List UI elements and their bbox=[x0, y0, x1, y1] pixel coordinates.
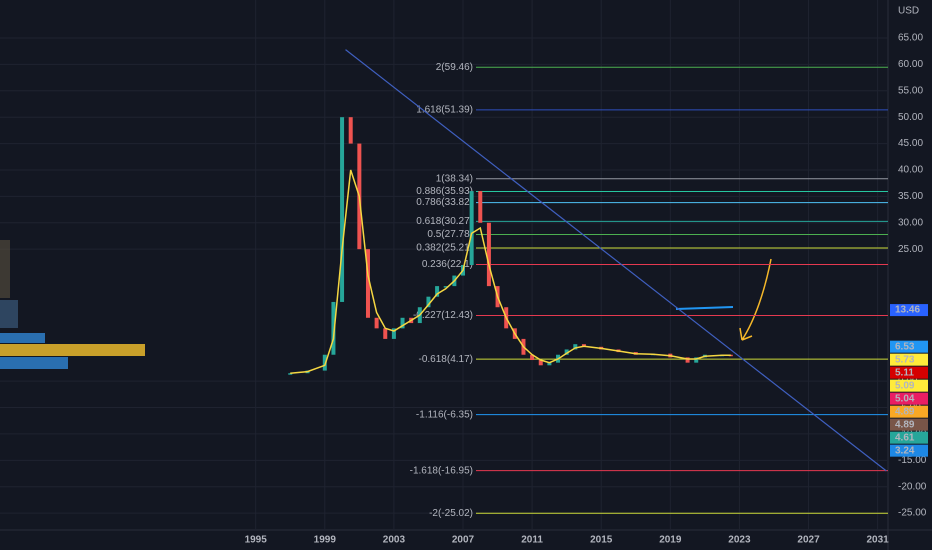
candle bbox=[365, 249, 370, 318]
x-tick-label: 2011 bbox=[521, 535, 543, 546]
price-badge-label: 13.46 bbox=[895, 305, 920, 316]
candle bbox=[547, 362, 552, 366]
volume-bar bbox=[0, 333, 45, 343]
price-badge bbox=[890, 405, 928, 418]
price-badge-label: 3.24 bbox=[895, 445, 915, 456]
price-badge bbox=[890, 444, 928, 457]
currency: USD bbox=[898, 6, 919, 17]
y-tick-label: 55.00 bbox=[898, 85, 923, 96]
x-tick-label: 1995 bbox=[245, 535, 268, 546]
y-tick-label: 60.00 bbox=[898, 59, 923, 70]
volume-bar bbox=[0, 344, 145, 356]
fib-label: -2(-25.02) bbox=[429, 508, 473, 519]
x-tick-label: 2015 bbox=[590, 535, 613, 546]
price-badge-label: 5.73 bbox=[895, 354, 915, 365]
candle bbox=[435, 286, 440, 297]
price-badge bbox=[890, 392, 928, 405]
y-tick-label: 25.00 bbox=[898, 244, 923, 255]
fib-label: 1.618(51.39) bbox=[416, 104, 473, 115]
x-tick-label: 2023 bbox=[728, 535, 751, 546]
price-badge bbox=[890, 366, 928, 379]
candle bbox=[391, 328, 396, 339]
drawn-arrow bbox=[739, 258, 772, 341]
price-badge-label: 6.53 bbox=[895, 341, 915, 352]
fib-label: 1(38.34) bbox=[436, 173, 473, 184]
price-badge-label: 5.04 bbox=[895, 393, 915, 404]
candle bbox=[469, 191, 474, 265]
candle bbox=[348, 117, 353, 144]
candle bbox=[564, 349, 569, 355]
moving-average bbox=[290, 169, 731, 374]
x-tick-label: 2019 bbox=[659, 535, 682, 546]
x-tick-label: 2027 bbox=[797, 535, 820, 546]
y-tick-label: 35.00 bbox=[898, 191, 923, 202]
fib-label: 0.618(30.27) bbox=[416, 216, 473, 227]
candle bbox=[383, 328, 388, 339]
price-badge bbox=[890, 431, 928, 444]
grid bbox=[0, 0, 888, 530]
price-badge-label: 5.09 bbox=[895, 380, 915, 391]
fib-label: -1.116(-6.35) bbox=[416, 409, 473, 420]
fib-label: 0.786(33.82) bbox=[416, 197, 473, 208]
candle bbox=[530, 354, 535, 361]
fib-label: -0.618(4.17) bbox=[419, 354, 473, 365]
candle bbox=[685, 357, 690, 363]
fib-label: -0.227(12.43) bbox=[413, 310, 473, 321]
candle bbox=[573, 344, 578, 350]
y-tick-label: 65.00 bbox=[898, 33, 923, 44]
price-badge-label: 4.61 bbox=[895, 432, 915, 443]
y-tick-label: 50.00 bbox=[898, 112, 923, 123]
candle bbox=[426, 296, 431, 308]
trendline bbox=[345, 49, 887, 472]
x-tick-label: 2031 bbox=[867, 535, 890, 546]
candle bbox=[322, 354, 327, 371]
price-badge bbox=[890, 304, 928, 317]
y-tick-label: -20.00 bbox=[898, 481, 927, 492]
price-badge bbox=[890, 418, 928, 431]
price-badge-label: 4.89 bbox=[895, 406, 915, 417]
candle bbox=[486, 222, 491, 287]
candle bbox=[374, 317, 379, 329]
candle bbox=[400, 317, 405, 329]
fib-label: 0.5(27.78) bbox=[427, 229, 473, 240]
candle bbox=[443, 286, 448, 288]
candle bbox=[331, 301, 336, 355]
candle bbox=[288, 373, 293, 375]
fib-label: 0.382(25.21) bbox=[416, 243, 473, 254]
candle bbox=[694, 357, 699, 363]
price-badge bbox=[890, 340, 928, 353]
y-tick-label: 30.00 bbox=[898, 217, 923, 228]
volume-bar bbox=[0, 300, 18, 328]
x-tick-label: 2007 bbox=[452, 535, 475, 546]
volume-bar bbox=[0, 240, 10, 298]
price-badge bbox=[890, 379, 928, 392]
x-tick-label: 2003 bbox=[383, 535, 406, 546]
fib-label: 0.886(35.93) bbox=[416, 186, 473, 197]
y-tick-label: 40.00 bbox=[898, 165, 923, 176]
x-tick-label: 1999 bbox=[314, 535, 337, 546]
fib-label: 0.236(22.1) bbox=[422, 259, 473, 270]
y-tick-label: -25.00 bbox=[898, 508, 927, 519]
volume-profile bbox=[0, 240, 145, 369]
candle bbox=[581, 344, 586, 347]
fib-label: -1.618(-16.95) bbox=[410, 465, 473, 476]
candle bbox=[538, 360, 543, 366]
y-tick-label: -15.00 bbox=[898, 455, 927, 466]
fib-label: 2(59.46) bbox=[436, 62, 473, 73]
volume-bar bbox=[0, 357, 68, 369]
price-badge-label: 5.11 bbox=[895, 367, 914, 378]
price-badge bbox=[890, 353, 928, 366]
candle bbox=[340, 117, 345, 302]
candle bbox=[478, 191, 483, 223]
price-badge-label: 4.89 bbox=[895, 419, 915, 430]
y-tick-label: 45.00 bbox=[898, 138, 923, 149]
drawn-line bbox=[675, 306, 734, 310]
